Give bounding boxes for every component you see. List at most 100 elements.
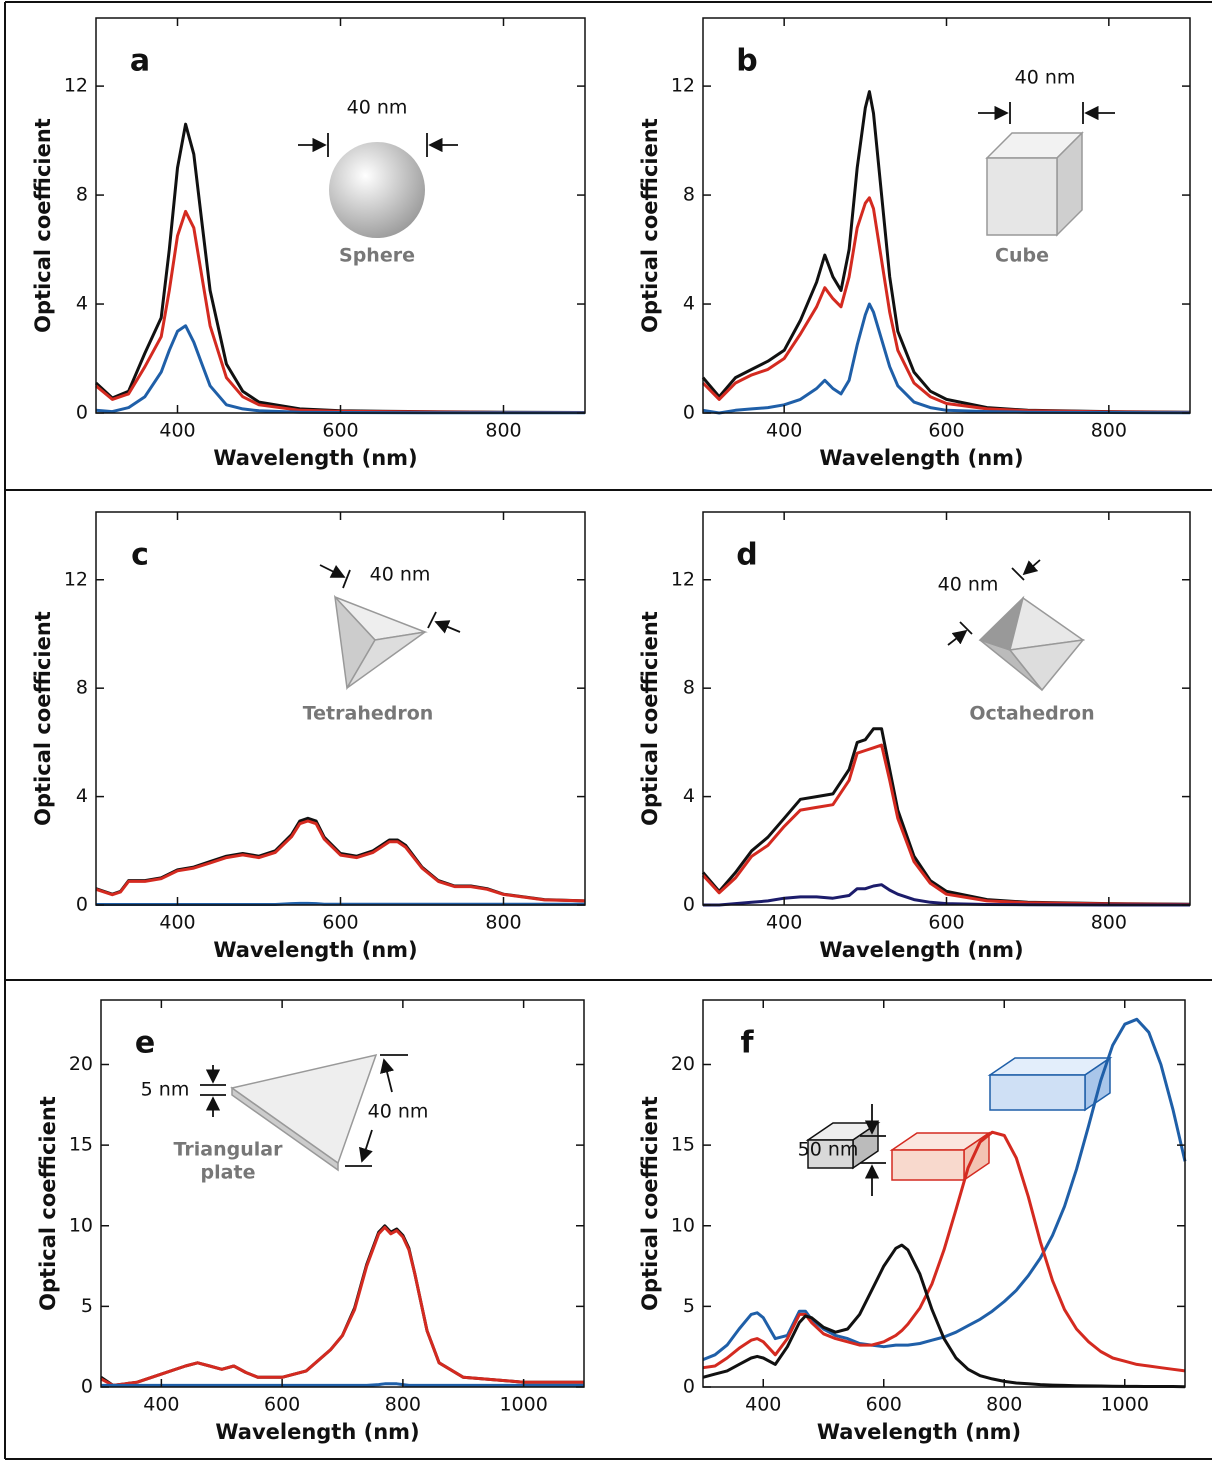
annotation: 40 nm (370, 564, 431, 586)
x-tick-label: 800 (385, 1394, 421, 1416)
x-tick-label: 800 (1091, 420, 1127, 442)
plate-inset (200, 1053, 408, 1172)
plot-frame (702, 511, 1191, 906)
plot-frame (100, 999, 585, 1388)
panel: 400 600 800 0 4 8 12 Wavelength (nm) Optical coe… (638, 17, 1191, 470)
x-tick-label: 400 (159, 912, 195, 934)
annotation: Triangular (174, 1139, 284, 1161)
x-tick-label: 800 (1091, 912, 1127, 934)
annotation: 40 nm (347, 97, 408, 119)
y-tick-label: 8 (76, 677, 88, 699)
x-tick-label: 600 (928, 912, 964, 934)
y-axis-label: Optical coefficient (638, 611, 662, 826)
x-tick-label: 600 (866, 1394, 902, 1416)
x-tick-label: 600 (928, 420, 964, 442)
series-line (100, 1225, 584, 1387)
x-tick-label: 600 (264, 1394, 300, 1416)
plot-frame (702, 17, 1191, 414)
x-axis-label: Wavelength (nm) (817, 1420, 1021, 1444)
x-tick-label: 400 (159, 420, 195, 442)
panel-label: a (130, 44, 150, 79)
x-tick-label: 1000 (1101, 1394, 1149, 1416)
y-axis-label: Optical coefficient (31, 118, 55, 333)
series-line (95, 324, 585, 415)
plot-area (100, 1224, 584, 1387)
x-tick-label: 600 (322, 912, 358, 934)
x-tick-label: 1000 (499, 1394, 547, 1416)
panel: 400 600 800 0 4 8 12 Wavelength (nm) Optical coe… (31, 511, 586, 962)
y-tick-label: 4 (683, 785, 695, 807)
y-tick-label: 0 (683, 402, 695, 424)
y-tick-label: 12 (64, 75, 88, 97)
series-line (701, 743, 1191, 906)
series-line (703, 883, 1190, 907)
y-tick-label: 4 (683, 293, 695, 315)
y-tick-label: 0 (76, 402, 88, 424)
y-tick-label: 8 (76, 184, 88, 206)
x-tick-label: 400 (766, 912, 802, 934)
y-tick-label: 5 (683, 1295, 695, 1317)
tetrahedron-inset (319, 564, 461, 691)
y-tick-label: 5 (81, 1295, 93, 1317)
x-tick-label: 800 (986, 1394, 1022, 1416)
x-tick-label: 800 (485, 912, 521, 934)
plot-area (702, 1017, 1187, 1389)
y-tick-label: 12 (671, 75, 695, 97)
octahedron-inset (947, 559, 1085, 692)
annotation: 5 nm (141, 1079, 190, 1101)
x-tick-label: 400 (766, 420, 802, 442)
y-axis-label: Optical coefficient (638, 118, 662, 333)
x-tick-label: 400 (745, 1394, 781, 1416)
panel: 400 600 800 0 4 8 12 Wavelength (nm) Optical coe… (31, 17, 586, 470)
y-tick-label: 4 (76, 293, 88, 315)
x-tick-label: 800 (485, 420, 521, 442)
series-line (702, 302, 1191, 415)
panel: 400 600 800 0 4 8 12 Wavelength (nm) Optical coe… (638, 511, 1191, 962)
annotation: Sphere (339, 245, 415, 267)
y-tick-label: 4 (76, 785, 88, 807)
y-tick-label: 8 (683, 677, 695, 699)
y-tick-label: 8 (683, 184, 695, 206)
y-axis-label: Optical coefficient (31, 611, 55, 826)
series-line (95, 819, 586, 903)
annotation: Cube (995, 245, 1049, 267)
series-line (101, 1382, 584, 1387)
x-axis-label: Wavelength (nm) (213, 938, 417, 962)
series-line (100, 1224, 584, 1387)
panel-label: d (736, 538, 757, 573)
annotation: 40 nm (938, 574, 999, 596)
series-line (702, 1017, 1187, 1361)
series-line (702, 1243, 1186, 1389)
panel-label: e (135, 1026, 155, 1061)
plot-frame (702, 999, 1186, 1388)
x-axis-label: Wavelength (nm) (819, 938, 1023, 962)
y-tick-label: 15 (671, 1134, 695, 1156)
annotation: Octahedron (969, 703, 1094, 725)
plot-area (95, 816, 586, 906)
panel-label: f (740, 1026, 754, 1061)
series-line (701, 196, 1191, 414)
y-tick-label: 0 (81, 1376, 93, 1398)
panel: 400 600 800 1000 0 5 10 15 20 Wavelength (nm) Opti… (638, 999, 1187, 1444)
annotation: 40 nm (368, 1101, 429, 1123)
x-axis-label: Wavelength (nm) (213, 446, 417, 470)
y-axis-label: Optical coefficient (36, 1096, 60, 1311)
y-tick-label: 0 (683, 1376, 695, 1398)
y-tick-label: 10 (69, 1214, 93, 1236)
y-tick-label: 12 (64, 568, 88, 590)
annotation: plate (201, 1162, 256, 1184)
panel: 400 600 800 1000 0 5 10 15 20 Wavelength (nm) Opti… (36, 999, 585, 1444)
x-axis-label: Wavelength (nm) (819, 446, 1023, 470)
series-line (95, 816, 586, 903)
table-borders (4, 1, 1212, 1460)
panel-label: c (131, 538, 149, 573)
plot-area (701, 90, 1191, 415)
y-tick-label: 20 (69, 1053, 93, 1075)
cube-inset (978, 102, 1115, 237)
y-tick-label: 10 (671, 1214, 695, 1236)
x-tick-label: 400 (143, 1394, 179, 1416)
y-axis-label: Optical coefficient (638, 1096, 662, 1311)
y-tick-label: 0 (683, 894, 695, 916)
annotation: 40 nm (1015, 67, 1076, 89)
plot-area (701, 727, 1191, 907)
